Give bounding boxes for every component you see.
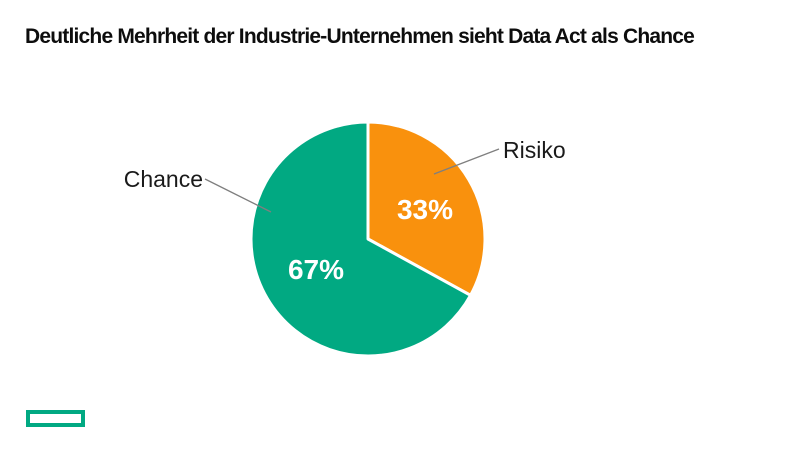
- chance-leader-line: [204, 178, 272, 213]
- chart-title: Deutliche Mehrheit der Industrie-Unterne…: [25, 25, 695, 48]
- pie-slice-chance: [249, 120, 473, 358]
- risiko-leader-line: [433, 148, 500, 175]
- hpe-logo-mark: [26, 410, 85, 427]
- slice-value-risiko: 33%: [397, 194, 453, 225]
- slice-label-chance: Chance: [124, 166, 203, 192]
- pie-slices: [249, 120, 487, 358]
- slice-label-risiko: Risiko: [503, 137, 566, 163]
- slice-value-chance: 67%: [288, 254, 344, 285]
